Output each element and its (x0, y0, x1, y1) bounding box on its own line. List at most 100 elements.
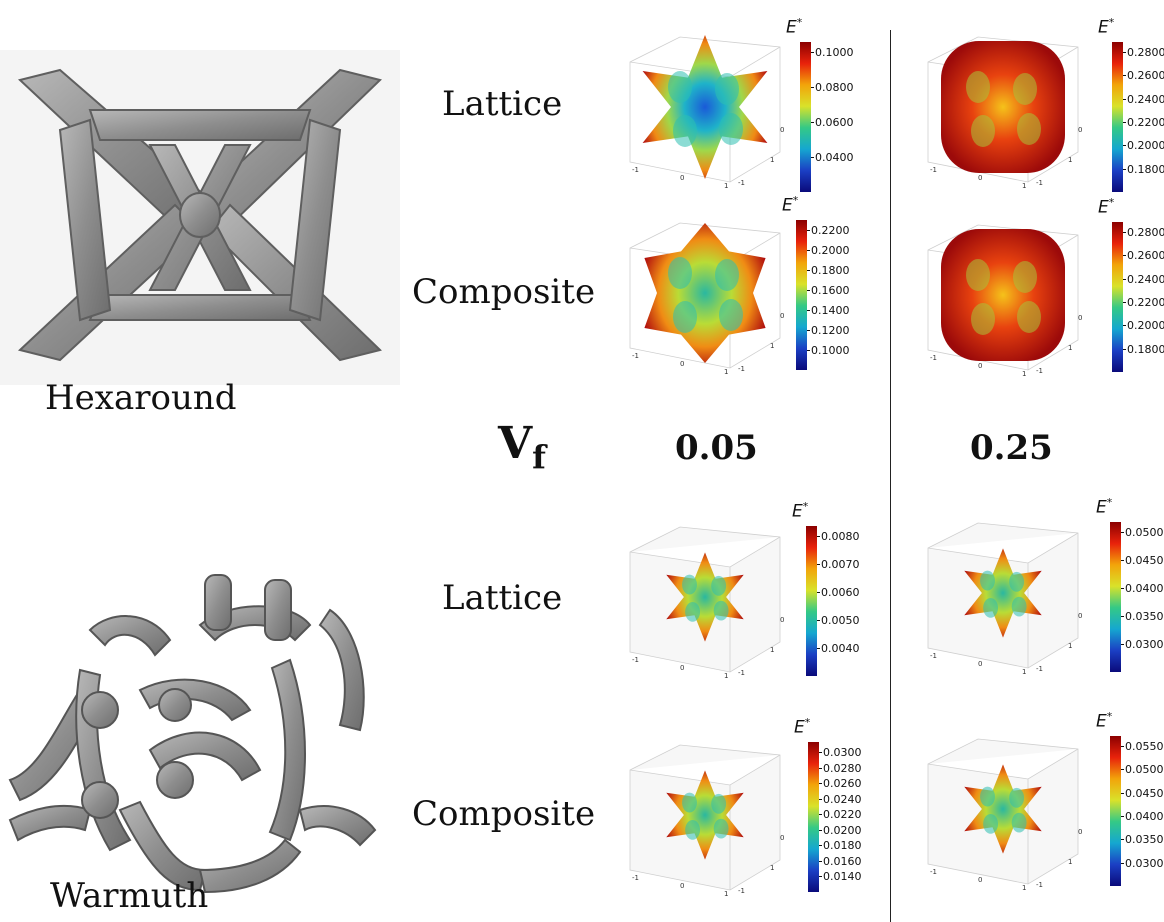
colorbar-gradient (796, 220, 807, 370)
axis-tick-label: 0 (780, 126, 784, 134)
colorbar-tick: 0.1200 (807, 324, 850, 337)
colorbar-tick: 0.0300 (1121, 856, 1164, 870)
surface-spot (682, 792, 697, 813)
colorbar-tick: 0.2400 (1123, 92, 1164, 106)
colorbar-tick: 0.0350 (1121, 833, 1164, 847)
colorbar-gradient (1112, 42, 1123, 192)
colorbar-tick: 0.2600 (1123, 249, 1164, 263)
axis-tick-label: -1 (738, 669, 745, 677)
axis-tick-label: 1 (770, 342, 774, 350)
axis-tick-label: 0 (1078, 612, 1082, 620)
axis-tick-label: -1 (930, 354, 937, 362)
surface-plot-warm-lattice-005: -1 0 1 -1 1 0 (629, 526, 784, 680)
colorbar-tick: 0.2200 (807, 224, 850, 237)
surface-plot-hex-composite-005: -1 0 1 -1 1 0 (629, 222, 784, 376)
axis-tick-label: 1 (1068, 344, 1072, 352)
colorbar-title: E* (1096, 496, 1113, 518)
column-header-025: 0.25 (970, 428, 1053, 468)
surface-spot (719, 113, 743, 145)
axis-tick-label: -1 (632, 166, 639, 174)
axis-tick-label: 1 (724, 368, 728, 376)
axis-tick-label: 1 (724, 672, 728, 680)
colorbar-tick: 0.2200 (1123, 296, 1164, 309)
colorbar-tick: 0.1000 (807, 344, 850, 357)
colorbar-tick: 0.0400 (1121, 582, 1164, 595)
colorbar-tick: 0.0800 (811, 81, 854, 94)
axis-tick-label: -1 (930, 868, 937, 876)
colorbar-tick: 0.0050 (817, 614, 860, 627)
surface-spot (719, 299, 743, 331)
colorbar-tick: 0.0040 (817, 642, 860, 655)
colorbar-tick: 0.2000 (1123, 319, 1164, 333)
axis-tick-label: -1 (930, 166, 937, 174)
colorbar-gradient (1112, 222, 1123, 372)
axis-tick-label: 1 (1022, 182, 1026, 190)
axis-tick-label: 0 (680, 174, 684, 182)
axis-tick-label: 1 (770, 864, 774, 872)
colorbar-tick: 0.0300 (819, 746, 862, 759)
axis-tick-label: -1 (632, 874, 639, 882)
colorbar-tick: 0.2000 (807, 244, 850, 257)
colorbar-tick: 0.1800 (1123, 162, 1164, 176)
surface-spot (715, 73, 739, 105)
colorbar-tick: 0.0080 (817, 530, 860, 543)
elastic-surface (964, 764, 1042, 854)
axis-tick-label: -1 (930, 652, 937, 660)
axis-tick-label: 1 (1022, 884, 1026, 892)
axis-tick-label: 0 (680, 360, 684, 368)
axis-tick-label: 1 (770, 156, 774, 164)
colorbar-tick: 0.2800 (1123, 46, 1164, 59)
structure-label-hexaround: Hexaround (45, 378, 237, 418)
surface-plot-hex-lattice-025: -1 0 1 -1 1 0 (927, 36, 1082, 190)
colorbar-title: E* (1098, 196, 1115, 218)
colorbar-tick: 0.0180 (819, 839, 862, 853)
colorbar-title: E* (794, 716, 811, 738)
colorbar-tick: 0.1800 (807, 264, 850, 277)
elastic-surface (941, 41, 1065, 173)
colorbar-tick: 0.0450 (1121, 554, 1164, 567)
colorbar-tick: 0.0450 (1121, 786, 1164, 800)
axis-tick-label: 0 (978, 174, 982, 182)
colorbar-tick: 0.1800 (1123, 342, 1164, 356)
row-label-warm-composite: Composite (412, 794, 596, 834)
axis-tick-label: 1 (1022, 370, 1026, 378)
axis-tick-label: 0 (1078, 314, 1082, 322)
colorbar-title: E* (782, 194, 799, 216)
surface-spot (668, 71, 692, 103)
colorbar-gradient (1110, 522, 1121, 672)
colorbar-tick: 0.0550 (1121, 740, 1164, 753)
axis-tick-label: 0 (780, 312, 784, 320)
colorbar-tick: 0.0070 (817, 558, 860, 571)
surface-plot-hex-lattice-005: -1 0 1 -1 1 0 (629, 35, 784, 190)
axis-tick-label: 1 (770, 646, 774, 654)
surface-spot (1011, 812, 1027, 833)
hexaround-structure-image (0, 50, 400, 385)
column-header-005: 0.05 (675, 428, 758, 468)
colorbar-tick: 0.0160 (819, 854, 862, 868)
surface-spot (980, 570, 995, 591)
colorbar-tick: 0.0500 (1121, 763, 1164, 777)
axis-tick-label: 0 (780, 616, 784, 624)
structure-label-warmuth: Warmuth (50, 876, 209, 916)
surface-plot-hex-composite-025: -1 0 1 -1 1 0 (927, 224, 1082, 378)
colorbar-tick: 0.2800 (1123, 226, 1164, 239)
colorbar-tick: 0.0300 (1121, 638, 1164, 651)
surface-spot (1011, 596, 1027, 617)
colorbar-tick: 0.0220 (819, 808, 862, 822)
colorbar-tick: 0.1600 (807, 284, 850, 297)
surface-spot (711, 575, 727, 596)
surface-spot (713, 818, 729, 839)
surface-spot (713, 600, 729, 621)
axis-tick-label: 0 (978, 876, 982, 884)
axis-tick-label: 0 (1078, 126, 1082, 134)
axis-tick-label: 0 (680, 664, 684, 672)
axis-tick-label: 1 (724, 182, 728, 190)
colorbar-title: E* (1096, 710, 1113, 732)
surface-spot (673, 115, 697, 147)
axis-tick-label: 1 (1068, 858, 1072, 866)
colorbar-tick: 0.0280 (819, 761, 862, 775)
colorbar-title: E* (786, 16, 803, 38)
vf-main: V (498, 418, 533, 469)
colorbar-tick: 0.0500 (1121, 526, 1164, 539)
axis-tick-label: 1 (1022, 668, 1026, 676)
